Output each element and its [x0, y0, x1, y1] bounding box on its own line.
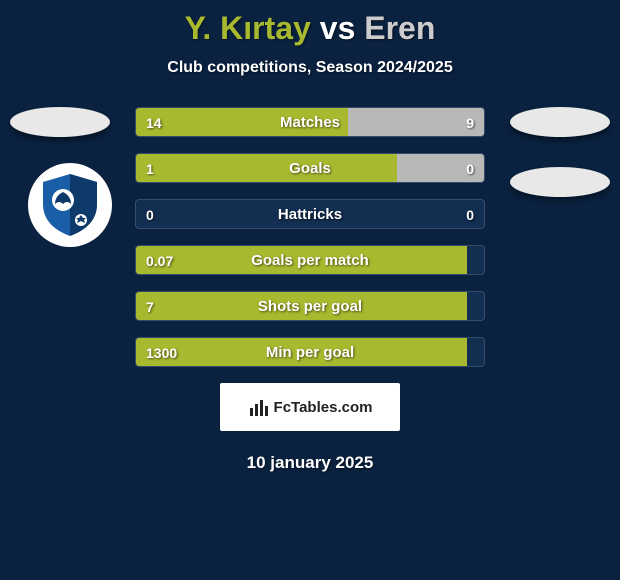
comparison-title: Y. Kırtay vs Eren — [0, 0, 620, 47]
stat-row-matches: 14 Matches 9 — [135, 107, 485, 137]
stat-row-min-per-goal: 1300 Min per goal — [135, 337, 485, 367]
footer-brand-text: FcTables.com — [274, 399, 373, 416]
stat-label: Goals — [136, 154, 484, 183]
stat-value-right: 0 — [466, 200, 474, 229]
stat-value-right: 0 — [466, 154, 474, 183]
stat-label: Shots per goal — [136, 292, 484, 321]
player1-badge — [10, 107, 110, 137]
player2-badge — [510, 107, 610, 137]
player2-name: Eren — [364, 10, 435, 46]
player2-club-logo — [510, 167, 610, 197]
footer-date: 10 january 2025 — [0, 453, 620, 473]
stat-row-goals-per-match: 0.07 Goals per match — [135, 245, 485, 275]
player1-club-logo — [28, 163, 112, 247]
chart-icon — [248, 396, 270, 418]
player1-name: Y. Kırtay — [185, 10, 311, 46]
main-area: 14 Matches 9 1 Goals 0 0 Hattricks 0 0.0… — [0, 107, 620, 473]
stat-label: Matches — [136, 108, 484, 137]
vs-text: vs — [320, 10, 356, 46]
stat-row-goals: 1 Goals 0 — [135, 153, 485, 183]
footer-brand: FcTables.com — [220, 383, 400, 431]
stat-row-hattricks: 0 Hattricks 0 — [135, 199, 485, 229]
stat-row-shots-per-goal: 7 Shots per goal — [135, 291, 485, 321]
stat-label: Goals per match — [136, 246, 484, 275]
subtitle: Club competitions, Season 2024/2025 — [0, 59, 620, 77]
stat-label: Min per goal — [136, 338, 484, 367]
stat-value-right: 9 — [466, 108, 474, 137]
stat-label: Hattricks — [136, 200, 484, 229]
stat-bars: 14 Matches 9 1 Goals 0 0 Hattricks 0 0.0… — [135, 107, 485, 367]
club-shield-icon — [35, 170, 105, 240]
